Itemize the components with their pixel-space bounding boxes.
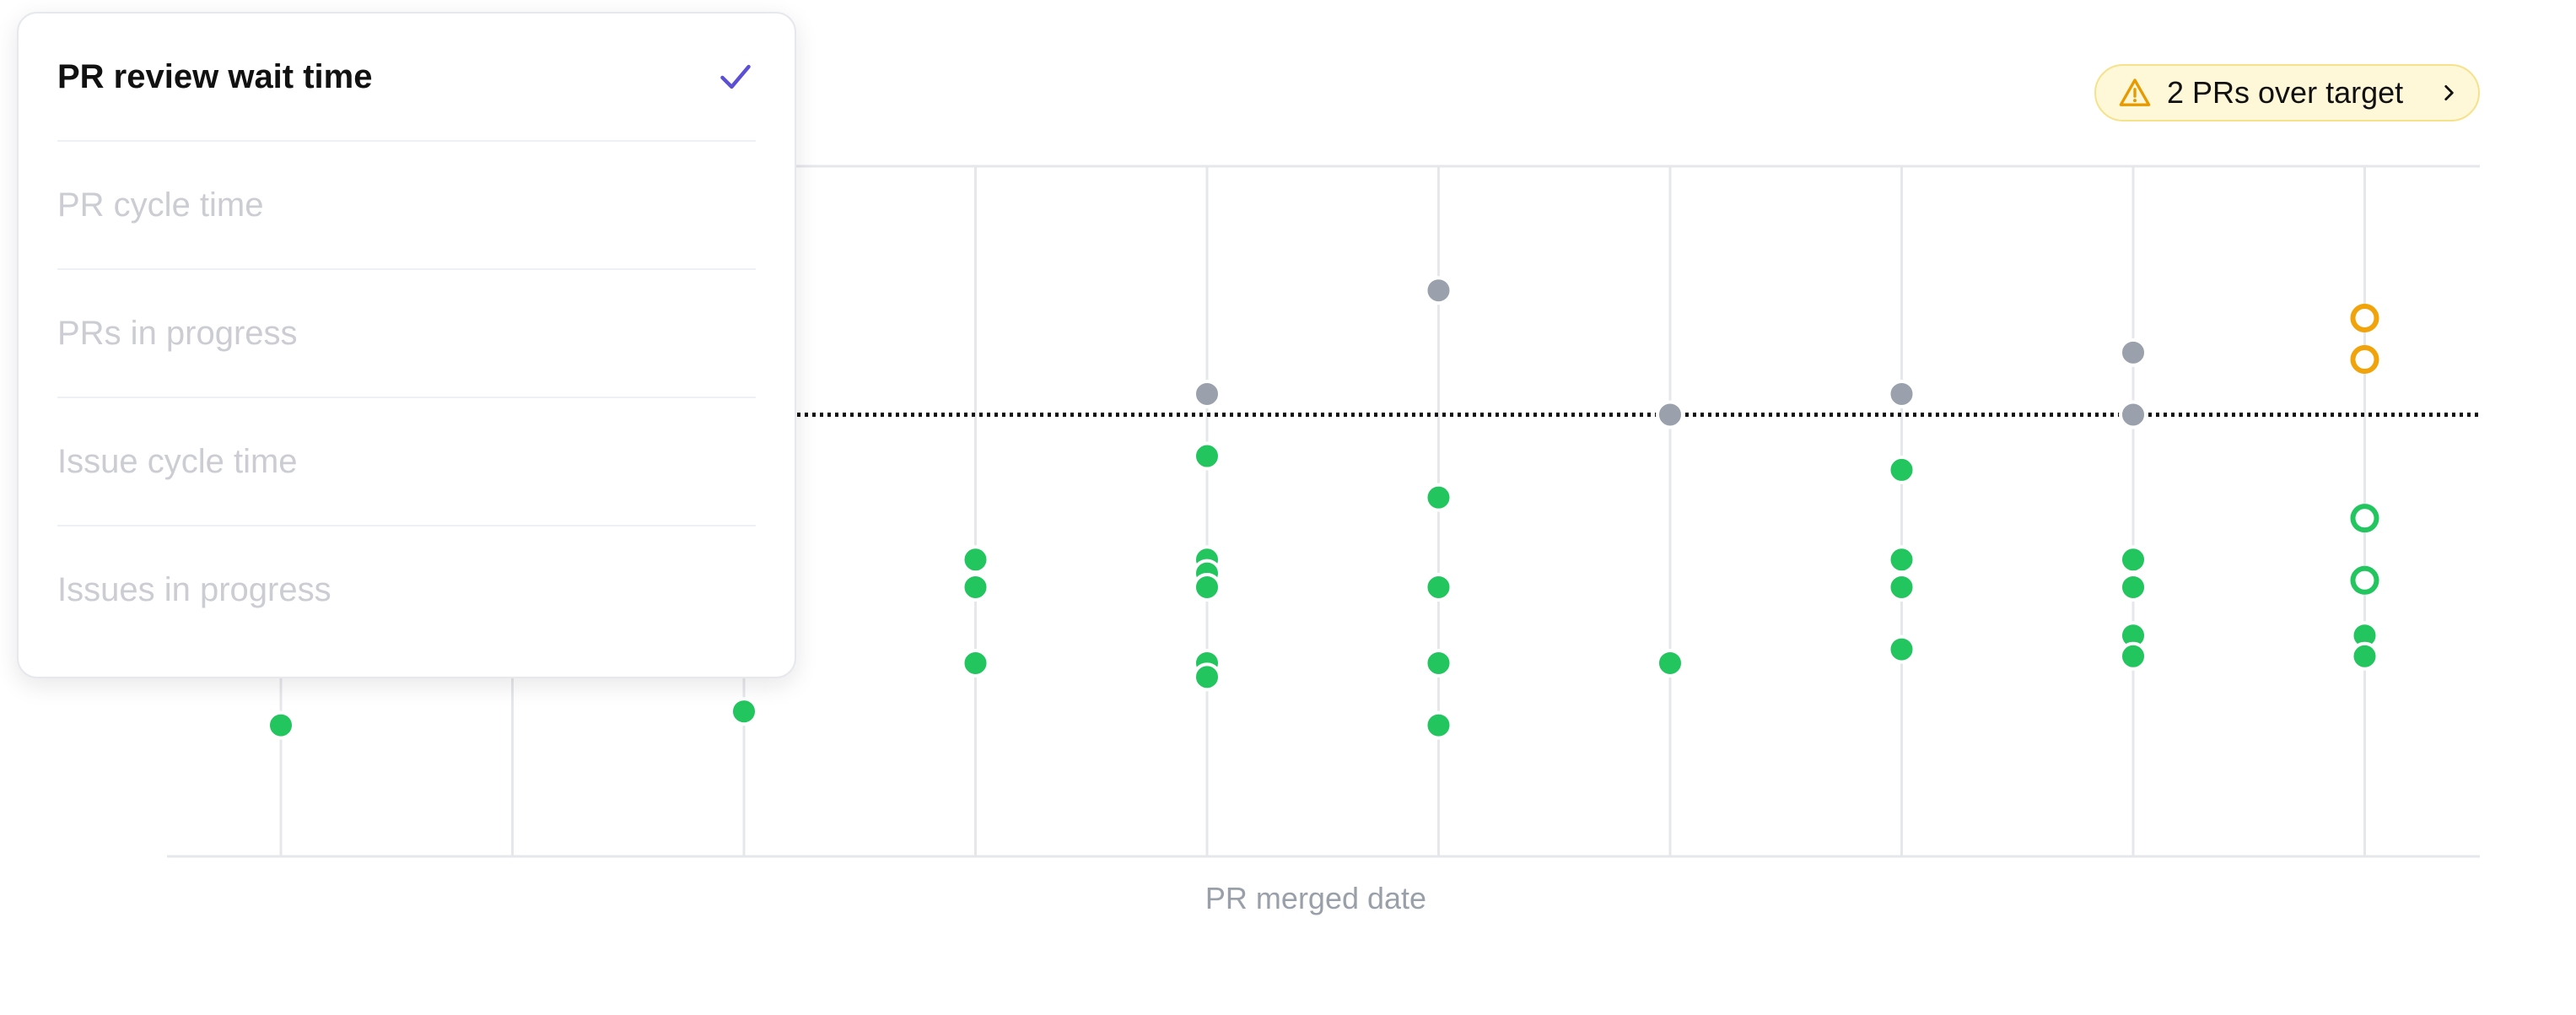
data-point-within-target[interactable] [1424,648,1453,678]
data-point-within-target[interactable] [2119,572,2148,602]
warning-triangle-icon [2119,78,2151,106]
prs-over-target-alert-button[interactable]: 2 PRs over target [2094,64,2480,121]
data-point-hollow-over-target[interactable] [2350,345,2379,375]
menu-item-label: PR review wait time [57,57,373,95]
menu-item-issues-in-progress[interactable]: Issues in progress [57,526,756,653]
data-points [267,276,2379,740]
data-point-within-target[interactable] [1193,441,1221,471]
data-point-within-target[interactable] [1656,648,1684,678]
data-point-within-target[interactable] [1887,455,1916,484]
data-point-within-target[interactable] [961,572,990,602]
metric-dropdown-menu: PR review wait time PR cycle time PRs in… [17,12,796,678]
menu-item-label: PRs in progress [57,314,298,352]
data-point-over-target[interactable] [1887,379,1916,408]
data-point-over-target[interactable] [1656,400,1684,429]
x-axis-label: PR merged date [1204,881,1427,915]
menu-item-pr-cycle-time[interactable]: PR cycle time [57,142,756,270]
data-point-hollow-within-target[interactable] [2350,504,2379,533]
data-point-within-target[interactable] [1424,483,1453,512]
menu-item-label: Issue cycle time [57,442,298,480]
menu-item-issue-cycle-time[interactable]: Issue cycle time [57,398,756,526]
data-point-within-target[interactable] [2119,545,2148,575]
menu-item-label: PR cycle time [57,186,264,224]
data-point-within-target[interactable] [1887,545,1916,575]
data-point-within-target[interactable] [1424,710,1453,740]
data-point-within-target[interactable] [1193,572,1221,602]
data-point-within-target[interactable] [267,710,295,740]
chevron-right-icon [2444,85,2454,100]
data-point-within-target[interactable] [961,545,990,575]
data-point-within-target[interactable] [2119,641,2148,671]
data-point-within-target[interactable] [1887,572,1916,602]
data-point-within-target[interactable] [1887,634,1916,664]
data-point-over-target[interactable] [1193,379,1221,408]
checkmark-icon [720,64,751,89]
menu-item-prs-in-progress[interactable]: PRs in progress [57,270,756,398]
alert-text: 2 PRs over target [2167,75,2404,110]
data-point-hollow-within-target[interactable] [2350,565,2379,595]
data-point-within-target[interactable] [961,648,990,678]
data-point-within-target[interactable] [1424,572,1453,602]
data-point-over-target[interactable] [2119,400,2148,429]
data-point-over-target[interactable] [1424,276,1453,305]
data-point-over-target[interactable] [2119,337,2148,367]
data-point-within-target[interactable] [1193,662,1221,692]
data-point-within-target[interactable] [2350,641,2379,671]
data-point-within-target[interactable] [730,697,758,726]
menu-item-pr-review-wait-time[interactable]: PR review wait time [57,13,756,142]
menu-item-label: Issues in progress [57,570,331,608]
data-point-hollow-over-target[interactable] [2350,303,2379,332]
